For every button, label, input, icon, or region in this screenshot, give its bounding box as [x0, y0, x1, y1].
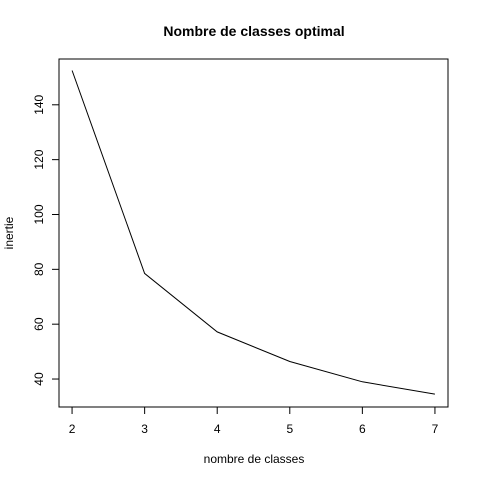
y-tick-label: 60: [32, 317, 46, 331]
y-tick-label: 80: [32, 262, 46, 276]
x-axis-label: nombre de classes: [204, 452, 305, 466]
x-tick-label: 4: [214, 422, 221, 436]
x-axis-ticks: 2 3 4 5 6 7: [69, 407, 439, 436]
y-axis-label: inertie: [2, 216, 16, 249]
x-tick-label: 2: [69, 422, 76, 436]
series-line: [71, 70, 435, 395]
chart-title: Nombre de classes optimal: [163, 23, 344, 39]
y-tick-label: 140: [32, 94, 46, 114]
x-tick-label: 6: [359, 422, 366, 436]
y-tick-label: 120: [32, 149, 46, 169]
y-axis-ticks: 40 60 80 100 120 140: [32, 94, 59, 386]
x-tick-label: 7: [432, 422, 439, 436]
y-tick-label: 40: [32, 372, 46, 386]
x-tick-label: 3: [141, 422, 148, 436]
y-tick-label: 100: [32, 204, 46, 224]
x-tick-label: 5: [286, 422, 293, 436]
